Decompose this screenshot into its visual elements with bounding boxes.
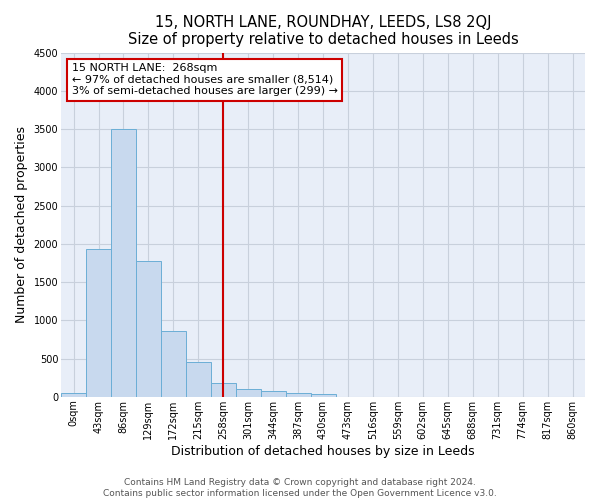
Title: 15, NORTH LANE, ROUNDHAY, LEEDS, LS8 2QJ
Size of property relative to detached h: 15, NORTH LANE, ROUNDHAY, LEEDS, LS8 2QJ… bbox=[128, 15, 518, 48]
Bar bbox=[61, 393, 86, 397]
Bar bbox=[111, 129, 136, 397]
Bar bbox=[311, 394, 335, 397]
X-axis label: Distribution of detached houses by size in Leeds: Distribution of detached houses by size … bbox=[171, 444, 475, 458]
Bar bbox=[161, 331, 186, 397]
Bar bbox=[136, 261, 161, 397]
Bar bbox=[86, 249, 111, 397]
Bar bbox=[286, 393, 311, 397]
Text: Contains HM Land Registry data © Crown copyright and database right 2024.
Contai: Contains HM Land Registry data © Crown c… bbox=[103, 478, 497, 498]
Bar bbox=[260, 390, 286, 397]
Bar bbox=[186, 362, 211, 397]
Y-axis label: Number of detached properties: Number of detached properties bbox=[15, 126, 28, 324]
Text: 15 NORTH LANE:  268sqm
← 97% of detached houses are smaller (8,514)
3% of semi-d: 15 NORTH LANE: 268sqm ← 97% of detached … bbox=[71, 63, 338, 96]
Bar bbox=[211, 384, 236, 397]
Bar bbox=[236, 389, 260, 397]
